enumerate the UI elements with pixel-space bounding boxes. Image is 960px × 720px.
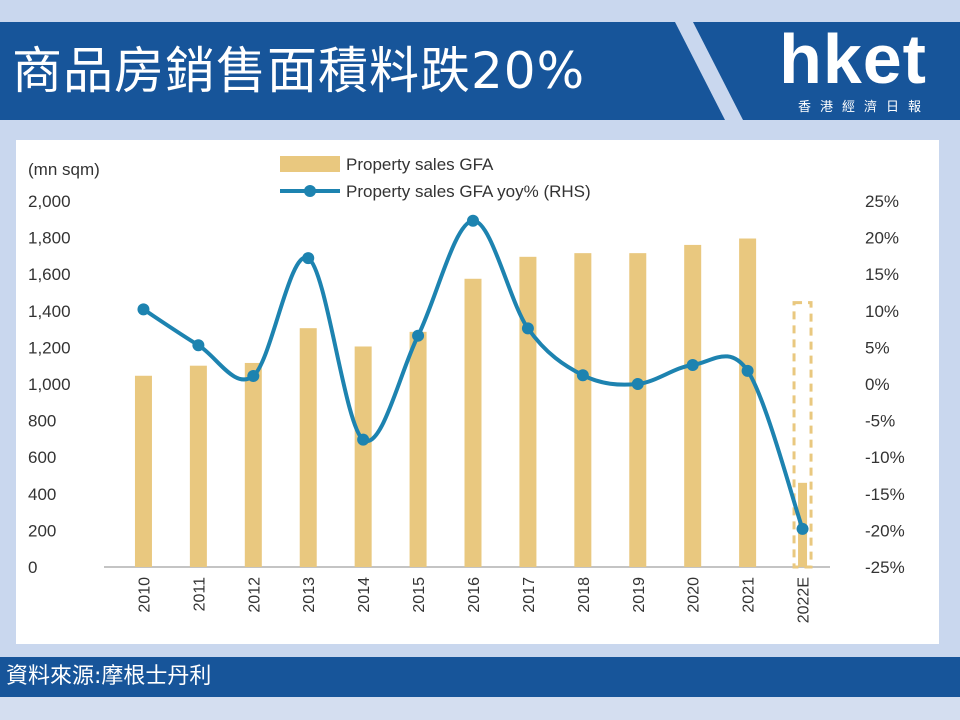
- right-tick-label: -5%: [865, 412, 895, 431]
- right-tick-label: -15%: [865, 485, 905, 504]
- yoy-point: [686, 358, 699, 371]
- bar: [684, 244, 702, 568]
- left-tick-label: 400: [28, 485, 56, 504]
- left-tick-label: 0: [28, 558, 37, 577]
- bar: [409, 331, 427, 567]
- left-tick-label: 1,200: [28, 338, 71, 357]
- x-tick-label: 2010: [136, 577, 153, 613]
- chart-card: (mn sqm) 0 200 400 600 800 1,000 1,200 1,400 1,60…: [16, 140, 939, 644]
- bar: [629, 253, 647, 567]
- bar: [464, 278, 482, 567]
- bar: [519, 256, 537, 567]
- x-tick-label: 2020: [686, 577, 703, 613]
- bar: [299, 328, 317, 567]
- left-axis-label: (mn sqm): [28, 160, 100, 179]
- bar: [244, 362, 262, 567]
- legend-bar-label: Property sales GFA: [346, 155, 494, 174]
- x-tick-label: 2013: [301, 577, 318, 613]
- yoy-point: [357, 433, 370, 446]
- right-tick-label: 10%: [865, 302, 899, 321]
- right-tick-label: -25%: [865, 558, 905, 577]
- chart: (mn sqm) 0 200 400 600 800 1,000 1,200 1,400 1,60…: [28, 155, 905, 623]
- left-tick-label: 1,600: [28, 265, 71, 284]
- x-tick-label: 2016: [466, 577, 483, 613]
- left-tick-label: 600: [28, 448, 56, 467]
- bar: [739, 238, 757, 567]
- right-tick-label: 15%: [865, 265, 899, 284]
- x-tick-label: 2012: [246, 577, 263, 613]
- bar: [354, 346, 372, 567]
- yoy-point: [412, 329, 425, 342]
- x-tick-label: 2021: [741, 577, 758, 613]
- legend-bar-swatch: [280, 156, 340, 172]
- left-tick-label: 800: [28, 412, 56, 431]
- yoy-point: [247, 369, 260, 382]
- x-tick-label: 2018: [576, 577, 593, 613]
- source-text: 資料來源:摩根士丹利: [6, 664, 212, 689]
- right-tick-label: -10%: [865, 448, 905, 467]
- logo-text: hket: [779, 20, 927, 98]
- yoy-point: [796, 522, 809, 535]
- bar: [574, 253, 592, 567]
- yoy-point: [576, 369, 589, 382]
- logo-subtitle: 香港經濟日報: [797, 100, 930, 115]
- page-title: 商品房銷售面積料跌20%: [12, 42, 586, 100]
- left-tick-label: 200: [28, 521, 56, 540]
- x-tick-label: 2019: [631, 577, 648, 613]
- yoy-point: [467, 214, 479, 227]
- left-tick-label: 1,400: [28, 302, 71, 321]
- hket-logo: hket 香港經濟日報: [693, 22, 960, 120]
- left-tick-label: 2,000: [28, 192, 71, 211]
- yoy-point: [631, 378, 644, 390]
- source-bar: 資料來源:摩根士丹利: [0, 657, 960, 697]
- x-tick-label: 2011: [191, 577, 208, 612]
- yoy-point: [741, 364, 754, 377]
- yoy-point: [137, 303, 150, 316]
- bar: [134, 375, 152, 567]
- bottom-strip: [0, 697, 960, 720]
- yoy-point: [521, 322, 534, 335]
- right-tick-label: 5%: [865, 338, 890, 357]
- x-tick-label: 2014: [356, 577, 373, 613]
- right-tick-label: 25%: [865, 192, 899, 211]
- left-tick-label: 1,800: [28, 229, 71, 248]
- right-tick-label: 20%: [865, 229, 899, 248]
- x-tick-label: 2015: [411, 577, 428, 613]
- right-tick-label: -20%: [865, 521, 905, 540]
- title-bar: 商品房銷售面積料跌20%: [0, 22, 725, 120]
- yoy-point: [302, 252, 315, 265]
- bar: [189, 365, 207, 567]
- x-tick-label: 2022E: [796, 577, 813, 623]
- legend-line-marker: [304, 185, 316, 197]
- x-tick-label: 2017: [521, 577, 538, 613]
- right-tick-label: 0%: [865, 375, 890, 394]
- yoy-point: [192, 339, 205, 352]
- left-tick-label: 1,000: [28, 375, 71, 394]
- legend-line-label: Property sales GFA yoy% (RHS): [346, 182, 591, 201]
